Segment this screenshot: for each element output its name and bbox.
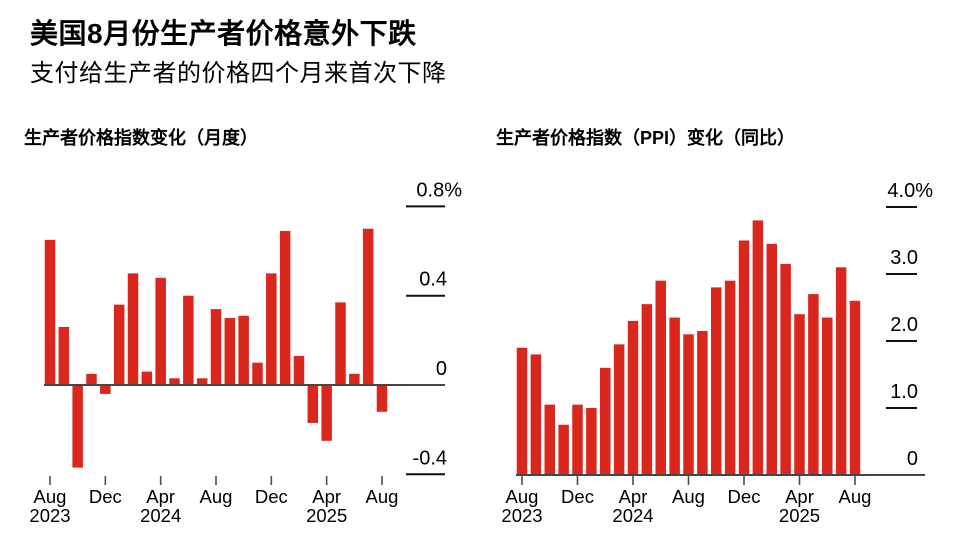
bar-mar-2025 [780, 263, 791, 475]
y-tick-label: 0.8% [416, 179, 462, 201]
y-tick-label: 0.4 [419, 269, 447, 291]
bar-may-2025 [808, 294, 819, 475]
bar-aug-2025 [376, 385, 388, 412]
bar-jan-2025 [752, 220, 764, 475]
bar-nov-2024 [724, 280, 736, 475]
bar-nov-2024 [252, 362, 263, 386]
bar-feb-2024 [127, 273, 139, 386]
bar-oct-2023 [72, 385, 83, 468]
bar-aug-2023 [44, 239, 56, 385]
bar-feb-2025 [293, 355, 305, 385]
x-year-label: 2025 [306, 505, 347, 526]
y-tick-label: 0 [436, 358, 447, 380]
bar-jun-2025 [349, 373, 360, 385]
bar-may-2025 [335, 302, 346, 385]
chart-title-yoy: 生产者价格指数（PPI）变化（同比） [496, 128, 796, 148]
x-tick-label: Dec [89, 486, 122, 507]
x-tick-label: Aug [200, 486, 233, 507]
x-year-label: 2023 [29, 505, 70, 526]
bar-jul-2024 [196, 378, 208, 385]
bar-mar-2024 [141, 371, 153, 385]
y-tick-label: -0.4 [413, 447, 447, 469]
bar-dec-2023 [572, 404, 583, 475]
bar-aug-2025 [849, 300, 861, 475]
y-tick-label: 3.0 [890, 247, 918, 269]
bar-sep-2024 [224, 318, 236, 385]
bar-mar-2025 [307, 385, 319, 423]
bar-jun-2024 [183, 295, 194, 385]
bar-aug-2023 [516, 347, 528, 475]
bar-aug-2024 [683, 334, 694, 475]
bar-dec-2023 [100, 385, 111, 394]
bar-jan-2024 [113, 304, 125, 385]
y-tick-label: 4.0% [887, 180, 933, 202]
bar-sep-2023 [58, 326, 70, 385]
y-tick-label: 1.0 [890, 381, 918, 403]
bar-jul-2025 [835, 267, 847, 475]
x-tick-label: Apr [785, 486, 814, 507]
bar-jun-2024 [655, 280, 666, 475]
x-tick-label: Dec [561, 486, 594, 507]
bar-oct-2024 [711, 287, 722, 475]
bar-apr-2025 [321, 385, 332, 441]
y-tick-label: 2.0 [890, 314, 918, 336]
y-tick-label: 0 [907, 448, 918, 470]
x-year-label: 2023 [501, 505, 542, 526]
x-year-label: 2024 [612, 505, 653, 526]
x-year-label: 2025 [779, 505, 820, 526]
bar-apr-2024 [627, 320, 639, 475]
bar-dec-2024 [738, 240, 750, 475]
x-tick-label: Aug [839, 486, 872, 507]
x-tick-label: Aug [366, 486, 399, 507]
bar-nov-2023 [558, 424, 569, 475]
bar-jun-2025 [822, 317, 833, 475]
bar-oct-2023 [544, 404, 555, 475]
chart-title-monthly: 生产者价格指数变化（月度） [24, 128, 258, 148]
bar-apr-2025 [794, 314, 805, 475]
x-year-label: 2024 [140, 505, 181, 526]
bar-jul-2025 [362, 228, 374, 385]
bar-feb-2025 [766, 243, 777, 475]
bar-feb-2024 [600, 367, 611, 475]
bar-sep-2023 [530, 354, 542, 475]
page-title: 美国8月份生产者价格意外下跌 [30, 18, 417, 49]
bar-may-2024 [641, 304, 653, 475]
bar-mar-2024 [613, 344, 625, 475]
x-tick-label: Aug [506, 486, 539, 507]
bar-jul-2024 [669, 317, 680, 475]
x-tick-label: Apr [312, 486, 341, 507]
x-tick-label: Apr [146, 486, 175, 507]
bar-dec-2024 [266, 273, 277, 386]
x-tick-label: Aug [34, 486, 67, 507]
bar-aug-2024 [210, 309, 222, 386]
page-subtitle: 支付给生产者的价格四个月来首次下降 [30, 60, 447, 87]
bar-apr-2024 [155, 277, 166, 385]
bar-nov-2023 [86, 373, 97, 385]
bar-jan-2024 [586, 408, 597, 475]
x-tick-label: Dec [255, 486, 288, 507]
bar-may-2024 [169, 378, 180, 385]
bar-sep-2024 [697, 330, 708, 475]
bar-jan-2025 [279, 230, 291, 385]
x-tick-label: Apr [619, 486, 648, 507]
bar-oct-2024 [238, 315, 249, 385]
x-tick-label: Dec [728, 486, 761, 507]
x-tick-label: Aug [672, 486, 705, 507]
